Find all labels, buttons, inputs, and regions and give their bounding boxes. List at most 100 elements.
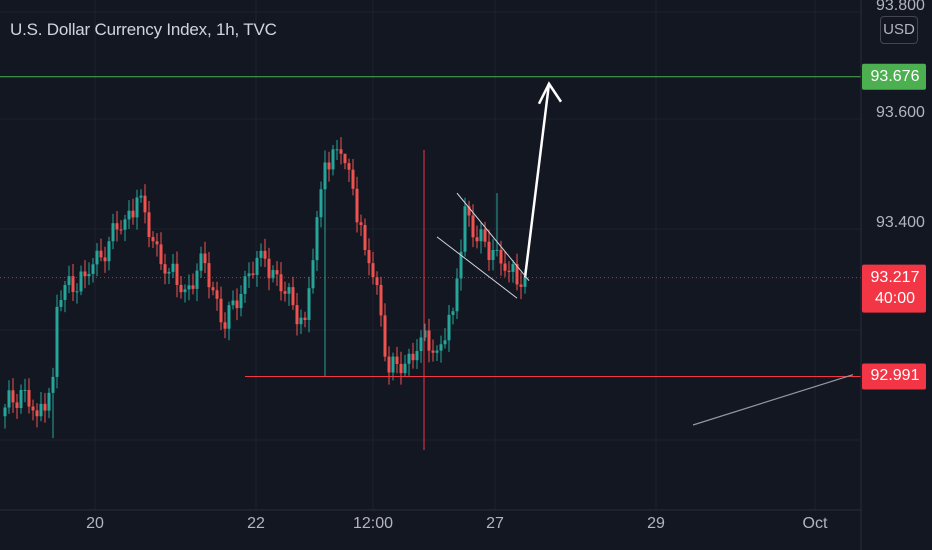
candle-body <box>35 410 39 417</box>
candle-body <box>31 406 35 411</box>
candle-body <box>447 314 451 341</box>
candle-body <box>51 376 55 393</box>
candle-body <box>231 300 235 306</box>
candle-body <box>295 305 299 325</box>
candle-body <box>59 300 63 307</box>
support-label-bg <box>862 363 926 390</box>
candle-body <box>7 390 11 408</box>
candle-body <box>307 288 311 320</box>
candle-body <box>375 277 379 285</box>
candle-body <box>255 257 259 275</box>
arrow-head <box>537 81 563 105</box>
candle-body <box>395 356 399 364</box>
candle-body <box>487 241 491 260</box>
candle-body <box>347 163 351 170</box>
candle-body <box>19 390 23 409</box>
candle-body <box>431 350 435 353</box>
candle-body <box>335 149 339 151</box>
candle-body <box>383 315 387 357</box>
candle-body <box>299 317 303 325</box>
support-price-label: 92.991 <box>870 367 920 385</box>
candle-body <box>475 237 479 242</box>
candle-body <box>243 276 247 294</box>
time-tick-label: 22 <box>247 515 265 532</box>
candle-body <box>439 344 443 351</box>
candle-body <box>183 289 187 293</box>
candle-body <box>207 263 211 288</box>
time-tick-label: 29 <box>647 515 665 532</box>
candle-body <box>279 274 283 292</box>
candle-body <box>455 278 459 312</box>
candle-body <box>103 257 107 262</box>
candle-body <box>251 273 255 275</box>
candle-body <box>159 244 163 265</box>
candle-body <box>291 287 295 306</box>
candle-body <box>15 402 19 409</box>
candle-body <box>111 223 115 242</box>
target-label-bg <box>862 63 926 90</box>
candle-body <box>423 330 427 338</box>
candle-body <box>391 356 395 373</box>
candle-body <box>495 249 499 251</box>
candle-body <box>199 253 203 271</box>
candle-body <box>195 270 199 289</box>
candle-body <box>67 276 71 285</box>
candle-body <box>503 263 507 271</box>
currency-button[interactable]: USD <box>880 16 918 44</box>
candle-body <box>511 264 515 272</box>
price-tick-label: 93.400 <box>876 214 925 231</box>
candle-body <box>91 264 95 274</box>
candle-body <box>39 403 43 417</box>
candle-body <box>191 285 195 289</box>
candle-body <box>435 350 439 353</box>
candle-body <box>363 224 367 250</box>
candle-body <box>143 195 147 213</box>
candle-body <box>115 223 119 230</box>
drawing-overlays[interactable] <box>0 76 861 450</box>
candle-body <box>211 287 215 291</box>
candle-body <box>87 273 91 277</box>
candle-body <box>227 305 231 329</box>
candle-body <box>223 322 227 329</box>
candle-body <box>311 260 315 289</box>
candle-body <box>175 263 179 285</box>
candle-body <box>135 197 139 218</box>
candle-body <box>303 317 307 320</box>
candle-body <box>339 149 343 154</box>
candle-body <box>47 392 51 411</box>
candle-body <box>419 337 423 352</box>
candle-body <box>351 169 355 189</box>
candle-body <box>407 353 411 364</box>
candle-body <box>443 340 447 345</box>
candle-body <box>427 330 431 351</box>
candle-body <box>259 250 263 258</box>
price-label-backgrounds <box>862 63 926 390</box>
candle-body <box>267 258 271 279</box>
time-tick-label: 27 <box>486 515 504 532</box>
candle-body <box>523 277 527 287</box>
candle-body <box>215 290 219 299</box>
candle-body <box>235 300 239 309</box>
candle-body <box>123 219 127 230</box>
current-label-bg <box>862 264 926 313</box>
candle-body <box>83 271 87 277</box>
bar-countdown-label: 40:00 <box>874 289 916 307</box>
channel-upper <box>456 192 530 281</box>
candles <box>3 137 527 439</box>
candle-body <box>119 229 123 231</box>
candle-body <box>271 270 275 279</box>
candle-body <box>107 241 111 262</box>
candle-body <box>275 270 279 275</box>
candle-body <box>415 351 419 361</box>
trend-line <box>692 374 854 426</box>
candle-body <box>323 162 327 190</box>
price-tick-label: 93.800 <box>876 0 925 14</box>
candle-body <box>187 285 191 290</box>
candle-body <box>355 188 359 223</box>
chart-grid <box>0 0 861 510</box>
candle-body <box>367 250 371 264</box>
candle-body <box>327 162 331 170</box>
candle-body <box>515 264 519 285</box>
candle-body <box>27 389 31 407</box>
